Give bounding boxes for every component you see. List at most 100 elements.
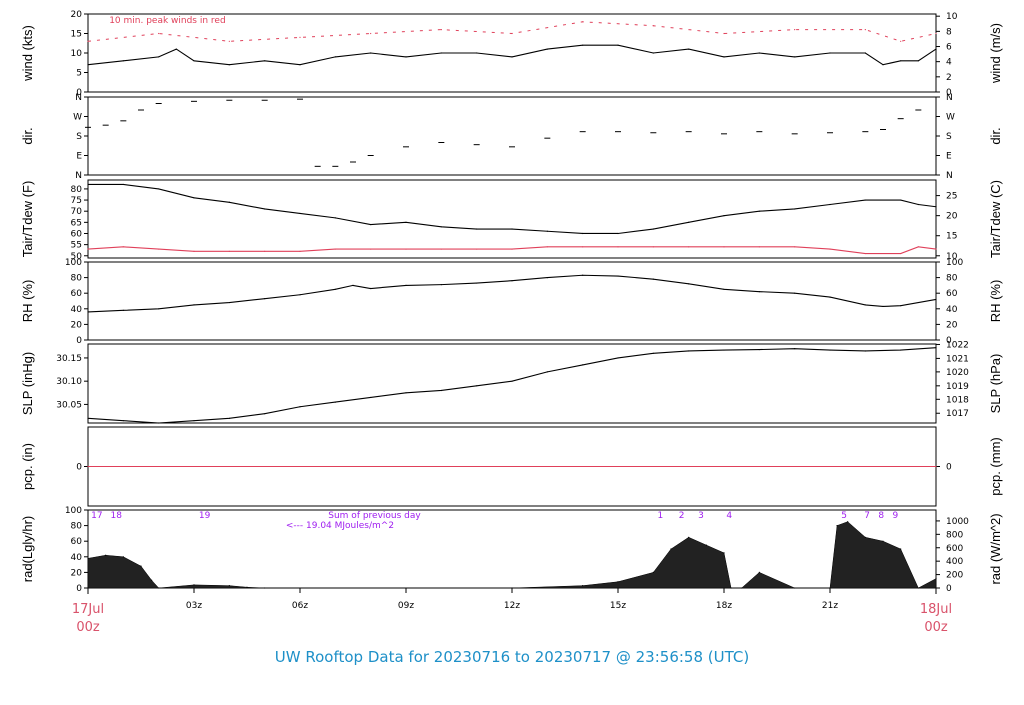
slp-left-axis-label: SLP (inHg): [20, 352, 35, 415]
wind-point: [900, 60, 902, 62]
rh-point: [829, 296, 831, 298]
temp-point: [87, 183, 89, 186]
rh-left-axis-label: RH (%): [20, 280, 35, 323]
rad-hour-mark: 3: [698, 511, 704, 521]
rad-sum-label-2: <--- 19.04 MJoules/m^2: [286, 521, 394, 531]
temp-point: [370, 248, 372, 250]
wind-point: [723, 32, 725, 35]
dir-left-tick-label: N: [75, 93, 82, 103]
rad-point: [158, 587, 160, 589]
wind-series-10-min-peak-winds: [87, 21, 937, 42]
temp-point: [723, 246, 725, 248]
temp-left-tick-label: 80: [71, 185, 83, 195]
rad-point: [87, 557, 89, 559]
slp-point: [122, 420, 124, 422]
rad-point: [151, 579, 153, 581]
rad-point: [741, 587, 743, 589]
temp-point: [864, 199, 866, 201]
rh-point: [935, 298, 937, 301]
rh-plot-frame: [87, 261, 937, 341]
rh-right-tick-label: 20: [946, 320, 958, 330]
x-tick-label: 03z: [186, 601, 202, 611]
temp-point: [158, 188, 160, 190]
temp-point: [299, 212, 301, 215]
wind-right-tick-label: 0: [946, 88, 952, 98]
wind-point: [440, 29, 442, 31]
pcp-left-axis-label: pcp. (in): [20, 443, 35, 490]
rh-point: [264, 298, 266, 300]
slp-point: [264, 413, 266, 415]
temp-point: [440, 248, 442, 250]
slp-point: [334, 401, 336, 403]
slp-right-tick-label: 1020: [946, 368, 969, 378]
slp-point: [652, 352, 654, 354]
rh-right-tick-label: 0: [946, 336, 952, 346]
slp-point: [228, 417, 230, 419]
x-tick-label: 15z: [610, 601, 626, 611]
rh-left-tick-label: 100: [65, 258, 82, 268]
temp-point: [476, 248, 478, 250]
rad-left-axis-label: rad(Lgly/hr): [20, 516, 35, 582]
x-tick-label: 18z: [716, 601, 732, 611]
temp-point: [917, 203, 919, 206]
wind-point: [334, 56, 336, 58]
slp-point: [546, 371, 548, 373]
temp-point: [829, 248, 831, 250]
rh-point: [652, 278, 654, 280]
temp-plot-frame: [87, 179, 937, 259]
wind-point: [158, 56, 160, 58]
pcp-point: [87, 465, 89, 468]
temp-point: [758, 246, 760, 248]
rad-hour-mark: 17: [91, 511, 102, 521]
wind-point: [87, 40, 89, 42]
rh-point: [352, 284, 354, 286]
wind-point: [794, 29, 796, 31]
dir-left-tick-label: E: [76, 152, 82, 162]
wind-point: [688, 48, 690, 50]
rad-point: [836, 525, 838, 527]
wind-point: [440, 52, 442, 54]
temp-point: [917, 246, 919, 248]
wind-point: [122, 60, 124, 62]
pcp-right-axis-label: pcp. (mm): [988, 437, 1003, 496]
slp-point: [582, 364, 584, 366]
rad-right-tick-label: 400: [946, 557, 963, 567]
rh-right-tick-label: 100: [946, 258, 963, 268]
slp-point: [511, 380, 513, 382]
rad-point: [652, 571, 654, 574]
temp-left-axis-label: Tair/Tdew (F): [20, 181, 35, 258]
temp-point: [829, 203, 831, 206]
wind-left-tick-label: 5: [76, 69, 82, 79]
slp-point: [370, 396, 372, 399]
wind-point: [546, 48, 548, 50]
rad-hour-mark: 19: [199, 511, 211, 521]
wind-point: [829, 52, 831, 54]
wind-point: [476, 52, 478, 54]
wind-point: [87, 64, 89, 66]
slp-right-tick-label: 1018: [946, 395, 969, 405]
x-end-hour-label: 00z: [924, 620, 948, 635]
temp-point: [688, 221, 690, 223]
wind-right-tick-label: 8: [946, 27, 952, 37]
rad-hour-mark: 5: [841, 511, 847, 521]
rad-point: [758, 571, 760, 574]
rad-point: [617, 581, 619, 583]
rh-point: [882, 305, 884, 308]
temp-point: [122, 183, 124, 186]
slp-right-tick-label: 1017: [946, 409, 969, 419]
rh-point: [370, 287, 372, 290]
rad-hour-mark: 2: [679, 511, 685, 521]
rh-point: [617, 275, 619, 277]
rad-hour-mark: 18: [111, 511, 123, 521]
rh-left-tick-label: 60: [71, 289, 83, 299]
slp-point: [758, 348, 760, 351]
temp-point: [546, 230, 548, 232]
temp-left-tick-label: 50: [71, 252, 83, 262]
wind-point: [264, 60, 266, 62]
wind-point: [228, 40, 230, 42]
slp-point: [935, 347, 937, 349]
rh-point: [582, 274, 584, 276]
rh-point: [299, 294, 301, 296]
rh-point: [334, 288, 336, 290]
temp-point: [193, 250, 195, 252]
